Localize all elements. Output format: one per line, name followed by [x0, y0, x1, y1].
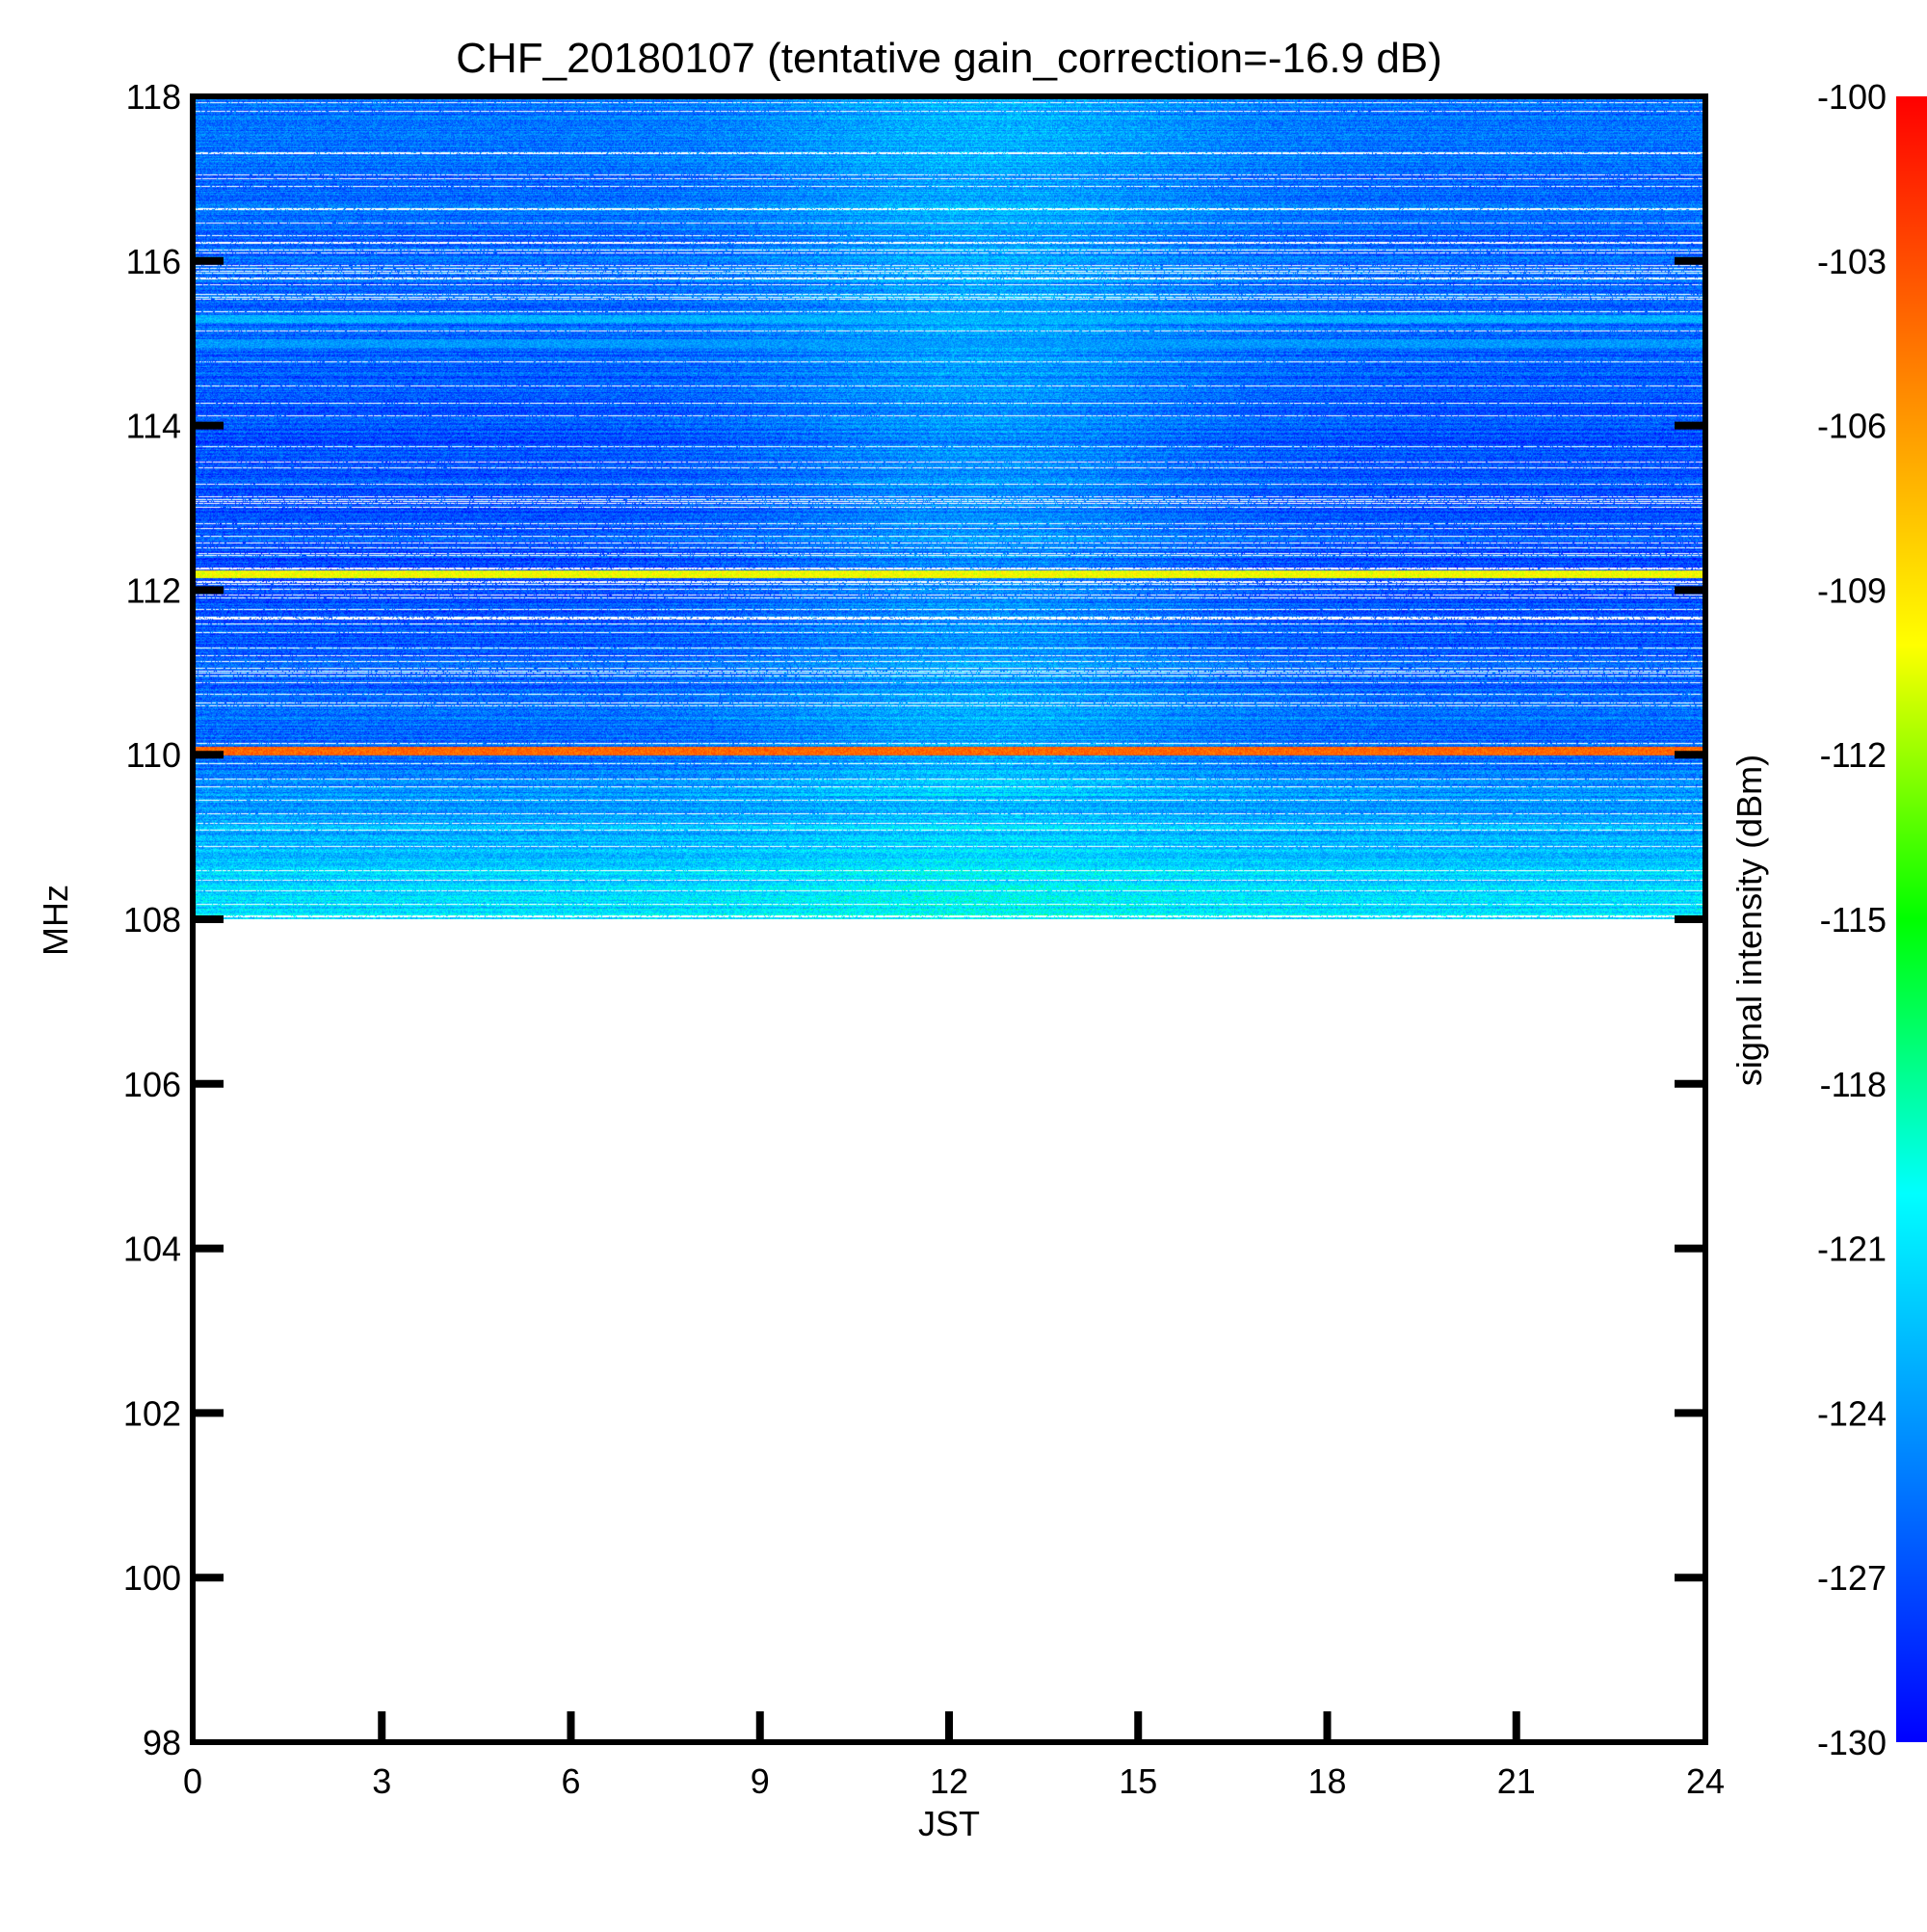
colorbar-tick-label: -130 — [1817, 1723, 1887, 1762]
colorbar-tick-label: -106 — [1817, 407, 1887, 446]
x-tick-label: 15 — [1119, 1761, 1157, 1801]
x-tick-label: 18 — [1307, 1761, 1346, 1801]
y-tick-label: 116 — [126, 242, 181, 281]
y-tick-label: 112 — [126, 570, 181, 610]
heatmap-image — [193, 96, 1705, 919]
colorbar: -100 -103 -106 -109 -112 -115 -118 -121 -124 -127… — [1817, 77, 1927, 1762]
y-tick-label: 102 — [123, 1393, 181, 1433]
colorbar-tick-label: -100 — [1817, 77, 1887, 117]
y-tick-label: 106 — [123, 1065, 181, 1104]
y-tick-label: 98 — [143, 1723, 181, 1762]
x-axis: 0 3 6 9 12 15 18 21 24 — [183, 1711, 1725, 1801]
colorbar-strip — [1896, 96, 1927, 1742]
y-axis: 98 100 102 104 106 108 110 112 114 116 118 — [123, 77, 1705, 1762]
x-tick-label: 9 — [751, 1761, 770, 1801]
y-tick-label: 110 — [126, 735, 181, 775]
x-tick-label: 12 — [930, 1761, 968, 1801]
colorbar-tick-label: -115 — [1820, 900, 1887, 940]
colorbar-tick-label: -118 — [1820, 1065, 1887, 1104]
x-tick-label: 24 — [1686, 1761, 1725, 1801]
y-axis-label: MHz — [36, 885, 75, 956]
colorbar-tick-label: -121 — [1817, 1230, 1887, 1269]
y-tick-label: 114 — [126, 407, 181, 446]
y-tick-label: 118 — [126, 77, 181, 117]
y-tick-label: 104 — [123, 1230, 181, 1269]
chart-title: CHF_20180107 (tentative gain_correction=… — [456, 35, 1442, 82]
x-tick-label: 0 — [183, 1761, 202, 1801]
y-tick-label: 108 — [123, 900, 181, 940]
x-tick-label: 6 — [561, 1761, 580, 1801]
colorbar-tick-label: -124 — [1817, 1393, 1887, 1433]
colorbar-tick-label: -103 — [1817, 242, 1887, 281]
x-axis-label: JST — [918, 1804, 980, 1843]
y-tick-label: 100 — [123, 1558, 181, 1598]
x-tick-label: 3 — [372, 1761, 391, 1801]
heatmap — [193, 96, 1705, 919]
colorbar-tick-label: -109 — [1817, 570, 1887, 610]
colorbar-label: signal intensity (dBm) — [1729, 754, 1769, 1086]
x-tick-label: 21 — [1497, 1761, 1536, 1801]
colorbar-tick-label: -127 — [1817, 1558, 1887, 1598]
colorbar-tick-label: -112 — [1820, 735, 1887, 775]
